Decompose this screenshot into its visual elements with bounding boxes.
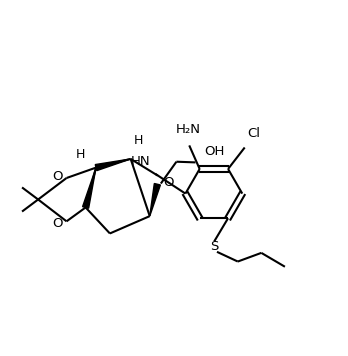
Text: HN: HN xyxy=(131,155,151,168)
Text: O: O xyxy=(53,216,63,230)
Text: H: H xyxy=(133,134,143,147)
Text: S: S xyxy=(210,240,219,253)
Text: H₂N: H₂N xyxy=(176,123,201,136)
Text: OH: OH xyxy=(204,145,224,158)
Polygon shape xyxy=(95,159,130,171)
Polygon shape xyxy=(82,168,96,208)
Text: O: O xyxy=(163,176,173,189)
Text: Cl: Cl xyxy=(247,127,261,140)
Text: O: O xyxy=(53,170,63,183)
Text: H: H xyxy=(76,148,85,161)
Polygon shape xyxy=(150,183,160,216)
